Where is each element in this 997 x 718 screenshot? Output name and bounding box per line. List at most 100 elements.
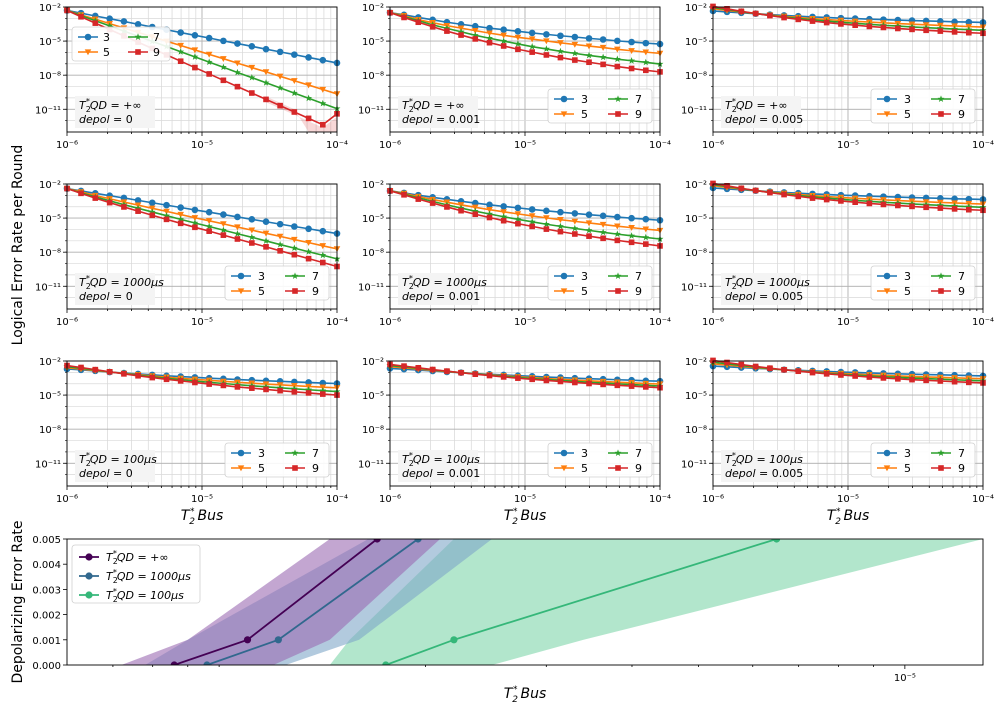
data-point (500, 213, 508, 220)
legend-label: 3 (258, 447, 265, 460)
data-point (291, 236, 298, 243)
data-point (866, 374, 873, 380)
xlabel-sub: 2 (512, 695, 518, 705)
legend-label: 9 (958, 462, 965, 475)
data-point (500, 203, 507, 210)
data-point (248, 233, 256, 241)
annotation-box (398, 273, 478, 305)
data-point (556, 222, 564, 230)
axes-frame (66, 183, 338, 310)
y-tick-label: 10⁻⁵ (362, 37, 384, 48)
data-point (543, 215, 550, 222)
annotation-line-2: depol = 0 (79, 113, 133, 126)
annotation-line-2: depol = 0 (79, 290, 133, 303)
data-point (866, 23, 873, 30)
data-point (206, 71, 212, 77)
ann-sup: * (732, 451, 736, 460)
ann-sub: 2 (409, 282, 414, 291)
data-point (500, 37, 508, 45)
data-point (809, 18, 816, 24)
annotation-line-1: T2*QD = 1000μs (725, 274, 810, 291)
data-point (248, 43, 256, 50)
data-point (560, 288, 568, 295)
subplot-r0c2: 10⁻² 10⁻⁵ 10⁻⁸ 10⁻¹¹ 10⁻⁶ 10⁻⁵ 10⁻⁴ T2*QD = +∞d… (681, 3, 994, 151)
data-point (191, 47, 199, 54)
data-point (642, 226, 650, 233)
ann-sup: * (86, 451, 90, 460)
data-point (600, 235, 606, 242)
series-line (389, 190, 661, 232)
data-point (599, 36, 607, 43)
data-point (401, 14, 407, 21)
data-point (276, 233, 284, 240)
data-point (966, 379, 972, 386)
data-point (191, 215, 199, 222)
data-point (614, 449, 622, 456)
legend: 3 5 7 9 (870, 88, 976, 124)
data-point (614, 213, 621, 221)
data-point (752, 187, 759, 194)
data-point (191, 53, 199, 60)
data-point (205, 51, 213, 58)
ann-sub: 2 (86, 282, 91, 291)
legend-swatch-marker (85, 572, 93, 580)
data-point (305, 390, 312, 396)
data-point (234, 60, 241, 67)
legend-label: 3 (103, 31, 110, 44)
data-point (585, 35, 593, 42)
leg-sub: 2 (113, 576, 118, 585)
data-point (305, 54, 312, 61)
x-tick-label: 10⁻⁵ (514, 494, 536, 505)
data-point (486, 210, 493, 217)
data-point (615, 465, 621, 471)
data-point (571, 41, 579, 48)
y-tick-label: 10⁻⁵ (39, 214, 61, 225)
bottom-y-axis-label: Depolarizing Error Rate (10, 520, 26, 683)
data-point (615, 288, 621, 294)
data-point (724, 359, 730, 366)
data-point (248, 216, 256, 223)
data-point (643, 241, 649, 247)
data-point (135, 372, 141, 379)
data-point (937, 28, 944, 34)
annotation-box (721, 273, 801, 305)
xlabel-sub: 2 (189, 517, 195, 527)
y-tick-label: 10⁻¹¹ (35, 105, 61, 116)
ann-depol: depol (79, 290, 110, 303)
ann-depol-value: = 0.001 (433, 113, 481, 126)
xlabel-main: T (827, 508, 837, 524)
ann-rest: QD = 100μs (413, 453, 480, 466)
data-point (274, 636, 282, 644)
data-point (205, 218, 213, 225)
legend-label: 7 (635, 270, 642, 283)
legend-label: 5 (904, 462, 911, 475)
leg-sup: * (113, 587, 117, 596)
ann-sup: * (86, 274, 90, 283)
y-tick-label: 10⁻¹¹ (681, 282, 707, 293)
ann-rest: QD = 1000μs (90, 276, 164, 289)
xlabel-main: T (181, 508, 191, 524)
confidence-band (121, 539, 441, 665)
legend-label: 3 (904, 270, 911, 283)
data-point (234, 213, 241, 221)
data-point (220, 56, 227, 63)
annotation-line-2: depol = 0.001 (402, 290, 480, 303)
data-point (613, 55, 621, 63)
grid-y-axis-label: Logical Error Rate per Round (10, 145, 26, 346)
x-tick-label: 10⁻⁶ (379, 140, 401, 151)
data-point (373, 539, 381, 543)
x-axis-label-bottom: T2* Bus (504, 685, 547, 705)
data-point (401, 363, 407, 369)
subplot-r0c0: 10⁻² 10⁻⁵ 10⁻⁸ 10⁻¹¹ 10⁻⁶ 10⁻⁵ 10⁻⁴ T2*QD = +∞d… (35, 3, 348, 151)
bottom-plot-content (121, 539, 983, 665)
data-point (936, 201, 944, 209)
legend-label: 9 (635, 108, 642, 121)
annotation-line-1: T2*QD = 1000μs (79, 274, 164, 291)
legend-label: 9 (312, 285, 319, 298)
ann-rest: QD = 100μs (736, 453, 803, 466)
annotation-line-1: T2*QD = +∞ (79, 97, 142, 114)
data-point (895, 25, 901, 32)
x-tick-label: 10⁻⁶ (702, 317, 724, 328)
legend-label: 7 (635, 447, 642, 460)
y-tick-label: 10⁻² (685, 180, 707, 191)
